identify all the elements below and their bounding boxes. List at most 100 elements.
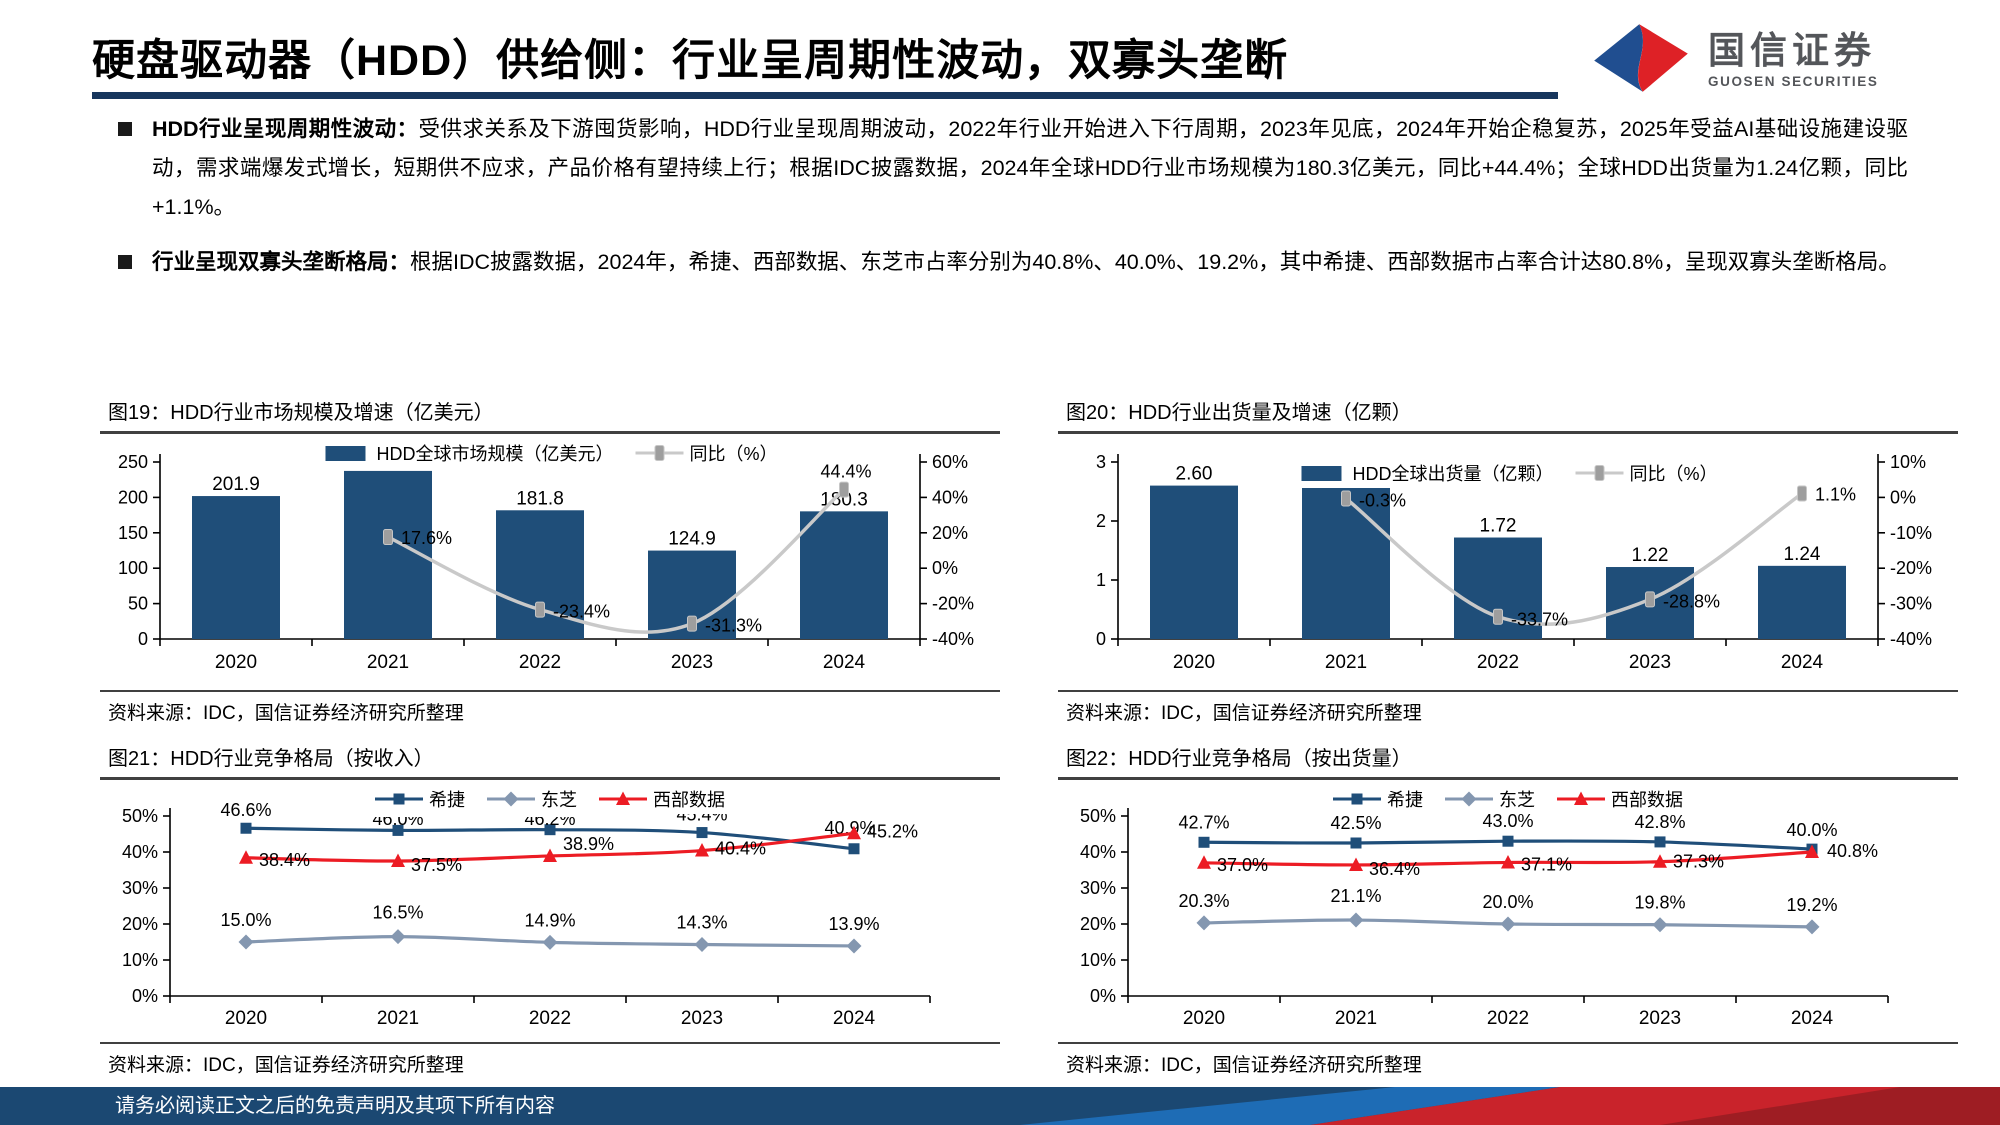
x-axis-label: 2020 [1173,652,1215,673]
point-label: 19.8% [1634,892,1685,912]
gray-marker [839,481,849,498]
divider [1058,777,1958,780]
point-label: 45.2% [867,821,918,841]
legend-item: 西部数据 [1557,786,1683,812]
series-东芝 [1196,912,1820,934]
figure-panel-21: 图21：HDD行业竞争格局（按收入） 0% 10% 20% 30% 40% 50% 2020… [100,740,1000,1077]
y-axis-tick: 50% [122,806,158,826]
point-label: 37.5% [411,855,462,875]
point-label: 21.1% [1330,886,1381,906]
legend-label: 同比（%） [689,443,778,464]
point-label: 14.9% [524,910,575,930]
right-axis-tick: 60% [932,452,968,472]
x-axis-label: 2023 [671,652,713,673]
fig22-legend: 希捷 东芝 西部数据 [1312,783,1704,814]
bullet-lead: 行业呈现双寡头垄断格局： [152,250,411,274]
divider [1058,1041,1958,1044]
point-label: 46.6% [220,800,271,820]
fig21-plot: 0% 10% 20% 30% 40% 50% 2020 2021 2022 2023 2024 46.… [122,779,931,1029]
gray-marker [687,615,697,632]
right-axis-tick: 0% [1890,487,1916,507]
line-chart-share-by-shipments: 0% 10% 20% 30% 40% 50% 2020 2021 2022 2023 2024 42.… [1058,780,1958,1042]
title-underline [92,92,1558,99]
left-axis-tick: 100 [118,558,148,578]
divider [100,1041,1000,1044]
x-axis-label: 2022 [1477,652,1519,673]
legend-label: 希捷 [1387,789,1423,810]
y-axis-tick: 10% [1080,950,1116,970]
guosen-logo-icon [1588,19,1694,102]
legend-item: 希捷 [375,786,465,812]
fig20-legend: HDD全球出货量（亿颗） 同比（%） [1277,457,1739,488]
yoy-label: 44.4% [820,461,871,481]
figure-title: 图21：HDD行业竞争格局（按收入） [108,748,434,770]
square-marker [240,822,252,834]
legend-item: 同比（%） [1575,460,1718,486]
y-axis-tick: 30% [1080,878,1116,898]
point-label: 16.5% [372,902,423,922]
square-marker [1350,837,1362,848]
source-note: 资料来源：IDC，国信证券经济研究所整理 [1066,1055,1422,1076]
x-axis-label: 2023 [1639,1008,1681,1029]
square-marker [1198,836,1210,848]
diamond-marker [503,791,519,806]
legend-item: HDD全球市场规模（亿美元） [322,440,613,466]
triangle-marker [1501,854,1515,868]
gray-marker [1594,464,1605,481]
legend-item: 西部数据 [599,786,725,812]
yoy-label: -28.8% [1663,591,1720,611]
source-note: 资料来源：IDC，国信证券经济研究所整理 [108,1055,464,1076]
legend-item: 东芝 [487,786,577,812]
square-marker [544,823,556,835]
x-axis-label: 2024 [1781,652,1824,673]
legend-item: 希捷 [1333,786,1423,812]
legend-glyph-bar [325,445,366,461]
logo-name-cn: 国信证券 [1708,30,1876,71]
x-axis-label: 2023 [681,1008,723,1029]
point-label: 20.0% [1482,892,1533,912]
company-logo: 国信证券 GUOSEN SECURITIES [1588,22,1928,98]
x-axis-label: 2021 [367,652,409,673]
bullet-item: 行业呈现双寡头垄断格局：根据IDC披露数据，2024年，希捷、西部数据、东芝市占… [118,243,1908,282]
series-东芝 [238,928,862,953]
right-axis-tick: 0% [932,558,958,578]
legend-label: 东芝 [541,789,577,810]
divider [100,689,1000,692]
chart-shape [169,807,930,997]
diamond-marker [542,934,558,950]
diamond-marker [1348,912,1364,928]
legend-item: 东芝 [1445,786,1535,812]
x-axis-label: 2020 [225,1008,267,1029]
triangle-marker [1197,854,1211,869]
chart-shape [1127,807,1888,997]
legend-glyph-grayline [1575,464,1624,481]
point-label: 40.4% [715,838,766,858]
bullet-body: 受供求关系及下游囤货影响，HDD行业呈现周期波动，2022年行业开始进入下行周期… [152,117,1908,219]
square-marker [1654,835,1666,847]
right-axis-tick: 10% [1890,452,1926,472]
bar-label: 2.60 [1176,463,1213,484]
figure-title: 图22：HDD行业竞争格局（按出货量） [1066,748,1412,770]
x-axis-label: 2021 [1325,652,1367,673]
bar-series [1150,485,1846,639]
bar-label: 180.3 [820,489,868,510]
y-axis-tick: 0% [132,986,158,1006]
square-marker [1502,835,1514,847]
bar-label: 1.72 [1480,515,1517,536]
point-label: 13.9% [828,913,879,933]
y-axis-tick: 10% [122,950,158,970]
series-西部数据 [1197,844,1819,871]
triangle-marker [1349,856,1363,871]
page-title: 硬盘驱动器（HDD）供给侧：行业呈周期性波动，双寡头垄断 [92,37,1289,85]
point-label: 38.4% [259,849,310,869]
diamond-marker [1196,914,1212,930]
left-axis-tick: 200 [118,487,148,507]
fig19-legend: HDD全球市场规模（亿美元） 同比（%） [301,437,799,468]
yoy-label: 1.1% [1815,484,1856,504]
point-label: 20.3% [1178,890,1229,910]
gray-marker [1797,485,1807,502]
legend-glyph-square [375,793,423,804]
point-label: 19.2% [1786,894,1837,914]
series-希捷 [240,822,860,854]
